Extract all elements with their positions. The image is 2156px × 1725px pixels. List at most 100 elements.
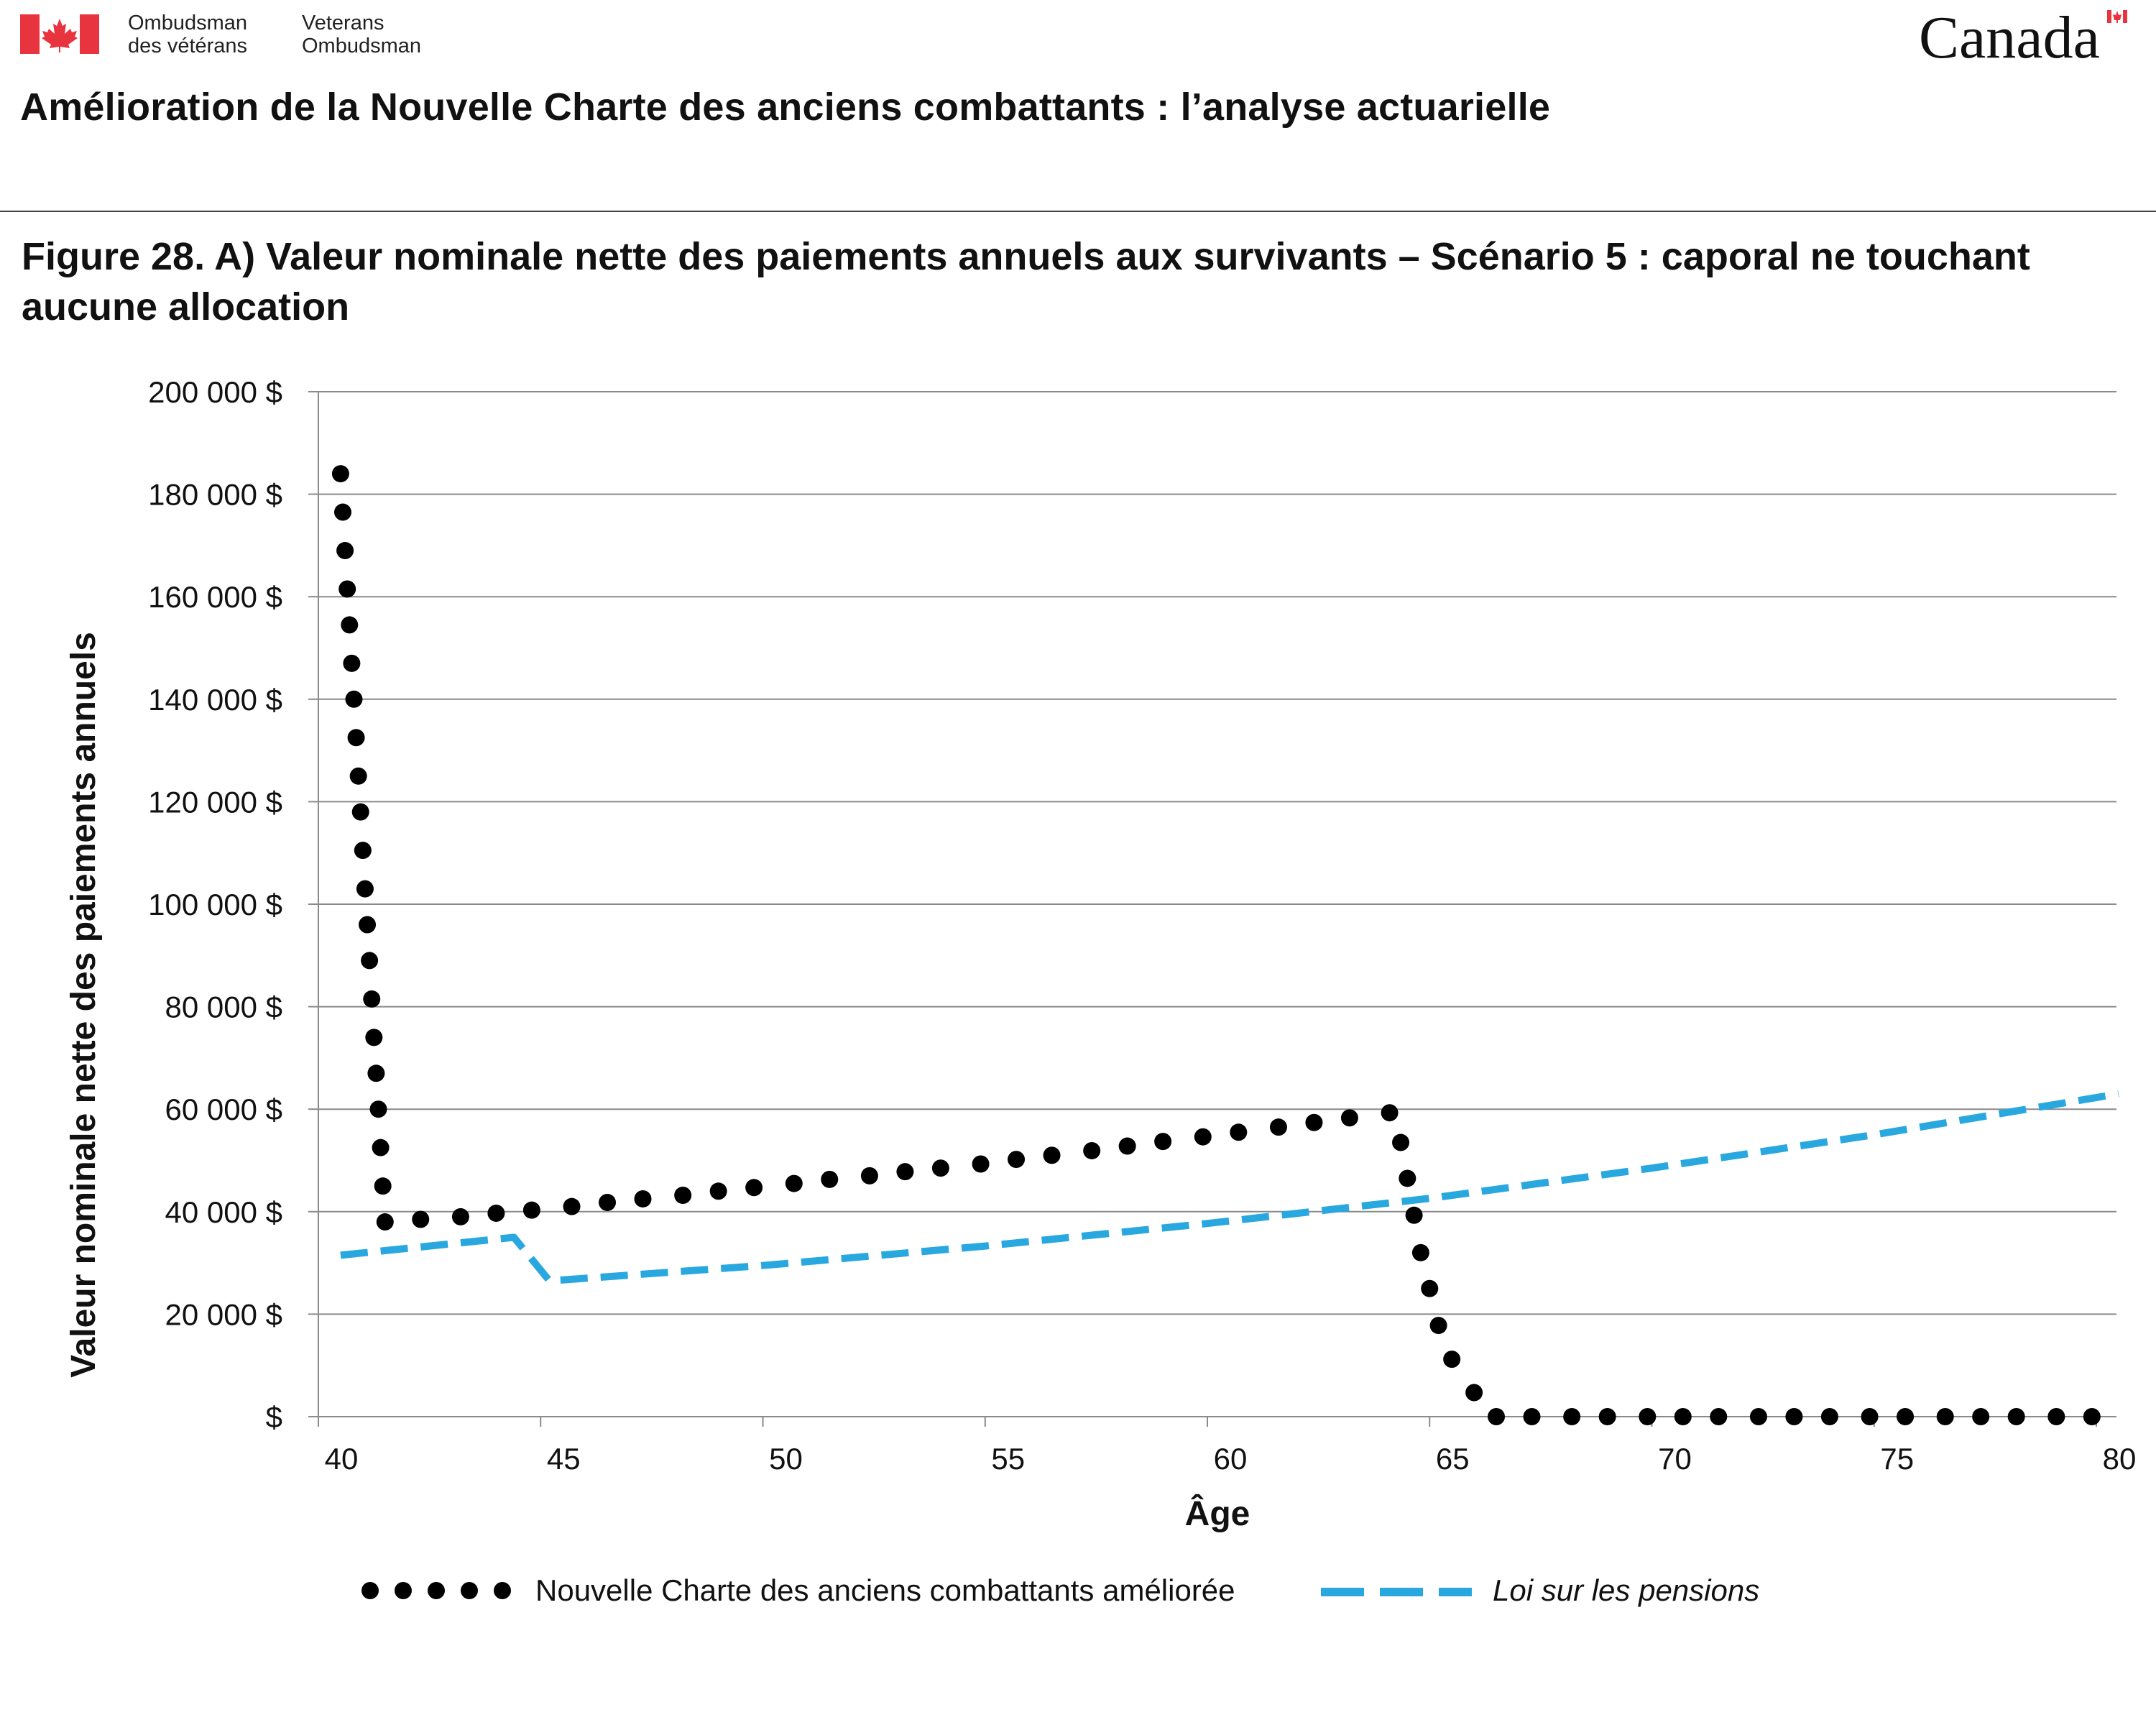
- svg-text:Canada: Canada: [1919, 4, 2100, 68]
- document-title: Amélioration de la Nouvelle Charte des a…: [20, 86, 1551, 129]
- data-point: [896, 1163, 914, 1181]
- data-point: [674, 1186, 692, 1204]
- org-name-french: Ombudsman des vétérans: [128, 12, 247, 58]
- y-tick-label: 160 000 $: [148, 580, 282, 614]
- series-nouvelle-charte: [331, 465, 2101, 1425]
- y-axis-title: Valeur nominale nette des paiements annu…: [65, 632, 103, 1378]
- data-point: [1936, 1408, 1954, 1425]
- data-point: [363, 990, 381, 1008]
- data-point: [341, 616, 359, 634]
- data-point: [1230, 1123, 1248, 1141]
- data-point: [1674, 1408, 1692, 1425]
- x-tick-label: 50: [769, 1442, 803, 1476]
- y-tick-label: 200 000 $: [148, 375, 282, 409]
- data-point: [1269, 1118, 1287, 1136]
- data-point: [1465, 1384, 1483, 1402]
- y-tick-label: 60 000 $: [165, 1092, 283, 1126]
- data-point: [331, 465, 349, 483]
- figure-title: Figure 28. A) Valeur nominale nette des …: [22, 235, 2030, 328]
- data-point: [1429, 1317, 1447, 1335]
- data-point: [1340, 1109, 1358, 1127]
- data-point: [1563, 1408, 1581, 1425]
- data-point: [336, 542, 354, 560]
- org-fr-line1: Ombudsman: [128, 12, 248, 34]
- data-point: [745, 1179, 763, 1197]
- data-point: [972, 1155, 990, 1173]
- gridlines: [318, 391, 2116, 1315]
- x-axis-title: Âge: [1185, 1494, 1250, 1533]
- data-point: [931, 1159, 949, 1177]
- data-point: [1897, 1408, 1915, 1425]
- data-point: [2047, 1408, 2065, 1425]
- data-point: [785, 1174, 803, 1192]
- data-point: [361, 952, 379, 970]
- data-point: [1639, 1408, 1657, 1425]
- data-point: [1421, 1279, 1439, 1297]
- y-tick-label: 100 000 $: [148, 888, 282, 921]
- data-point: [599, 1193, 617, 1211]
- data-point: [860, 1167, 878, 1184]
- data-point: [343, 654, 361, 672]
- x-tick-label: 40: [325, 1442, 359, 1476]
- x-tick-label: 60: [1214, 1442, 1248, 1476]
- data-point: [1392, 1133, 1410, 1151]
- data-point: [338, 580, 356, 598]
- data-point: [1861, 1408, 1879, 1425]
- data-point: [351, 803, 369, 821]
- data-point: [354, 842, 372, 860]
- axes: $20 000 $ 40 000 $ 60 000 $ 80 000 $ 100 000…: [148, 375, 2136, 1476]
- org-en-line2: Ombudsman: [302, 34, 422, 58]
- data-point: [709, 1182, 727, 1200]
- data-point: [374, 1177, 392, 1195]
- x-tick-label: 65: [1436, 1442, 1470, 1476]
- legend-item-loi-pensions: Loi sur les pensions: [1321, 1573, 1759, 1607]
- data-point: [634, 1190, 652, 1208]
- canada-flag-icon: [20, 14, 99, 54]
- data-point: [356, 880, 374, 898]
- x-tick-label: 70: [1658, 1442, 1692, 1476]
- page-header: Ombudsman des vétérans Veterans Ombudsma…: [0, 0, 2156, 216]
- data-point: [359, 916, 377, 934]
- legend-dot: [461, 1582, 478, 1599]
- data-point: [365, 1029, 383, 1046]
- data-point: [522, 1201, 540, 1219]
- legend-label-nouvelle-charte: Nouvelle Charte des anciens combattants …: [535, 1573, 1235, 1607]
- data-point: [1305, 1113, 1323, 1131]
- y-tick-label: $: [266, 1400, 282, 1434]
- data-point: [1154, 1133, 1172, 1151]
- data-point: [334, 503, 352, 521]
- data-point: [1710, 1408, 1728, 1425]
- data-point: [1405, 1206, 1423, 1224]
- data-point: [369, 1100, 387, 1118]
- x-tick-label: 45: [547, 1442, 581, 1476]
- legend: Nouvelle Charte des anciens combattants …: [361, 1573, 1759, 1607]
- x-tick-label: 80: [2103, 1442, 2137, 1476]
- data-point: [412, 1210, 430, 1228]
- y-tick-label: 80 000 $: [165, 990, 283, 1024]
- y-tick-label: 140 000 $: [148, 683, 282, 717]
- x-tick-label: 55: [991, 1442, 1025, 1476]
- data-point: [821, 1170, 839, 1188]
- y-tick-label: 180 000 $: [148, 478, 282, 512]
- data-point: [1820, 1408, 1838, 1425]
- legend-dot: [361, 1582, 379, 1599]
- data-point: [1381, 1104, 1399, 1122]
- data-point: [1083, 1141, 1101, 1159]
- y-tick-label: 120 000 $: [148, 785, 282, 819]
- data-point: [1972, 1408, 1990, 1425]
- org-name-english: Veterans Ombudsman: [302, 12, 421, 58]
- data-point: [2083, 1408, 2101, 1425]
- org-en-line1: Veterans: [302, 12, 384, 34]
- data-point: [1411, 1243, 1429, 1261]
- data-point: [1118, 1137, 1136, 1155]
- data-point: [1194, 1128, 1212, 1146]
- y-tick-label: 40 000 $: [165, 1195, 283, 1229]
- canada-wordmark-logo: Canada: [1919, 4, 2127, 68]
- data-point: [1749, 1408, 1767, 1425]
- data-point: [376, 1213, 394, 1231]
- data-point: [451, 1208, 469, 1225]
- data-point: [1785, 1408, 1803, 1425]
- legend-item-nouvelle-charte: Nouvelle Charte des anciens combattants …: [361, 1573, 1235, 1607]
- data-point: [487, 1204, 505, 1222]
